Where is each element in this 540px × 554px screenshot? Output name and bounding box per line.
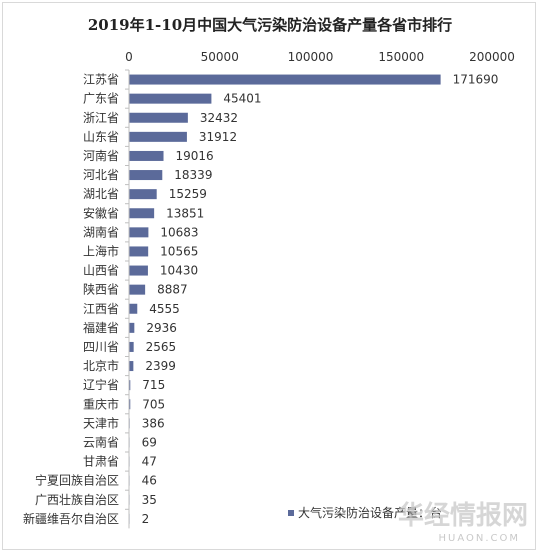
bar [129,227,149,238]
bar [129,361,134,372]
category-label: 福建省 [83,320,119,335]
x-tick-label: 200000 [469,50,515,64]
bar [129,265,148,276]
chart-title: 2019年1-10月中国大气污染防治设备产量各省市排行 [88,16,452,34]
data-label: 2 [142,512,150,526]
category-label: 辽宁省 [83,377,119,392]
category-label: 天津市 [83,415,119,430]
bar [129,246,149,257]
bar [129,208,155,219]
category-label: 河南省 [83,148,119,163]
legend: 大气污染防治设备产量：台 [288,505,442,520]
x-axis-ticks: 0 50000 100000 150000 200000 [125,50,515,64]
data-label: 8887 [157,283,188,297]
bar [129,303,138,314]
data-label: 10430 [160,264,198,278]
bar [129,93,212,104]
data-label: 45401 [223,92,261,106]
category-label: 云南省 [83,434,119,449]
data-label: 171690 [453,73,499,87]
data-label: 35 [142,493,157,507]
data-label: 10683 [160,225,198,239]
data-label: 32432 [200,111,238,125]
category-label: 广西壮族自治区 [35,493,119,507]
category-label: 安徽省 [83,205,119,220]
bar [129,380,131,391]
category-label: 广东省 [83,92,119,106]
x-tick-label: 0 [125,50,133,64]
data-label: 705 [142,397,165,411]
bar [129,170,163,181]
category-label: 陕西省 [83,282,119,297]
bar [129,322,135,333]
legend-label: 大气污染防治设备产量：台 [298,505,442,520]
category-label: 四川省 [83,340,119,354]
category-label: 湖北省 [83,186,119,201]
category-label: 新疆维吾尔自治区 [23,511,119,526]
category-label: 山东省 [83,130,119,144]
category-label: 北京市 [83,358,119,373]
bar [129,189,157,200]
data-label: 46 [142,474,157,488]
data-label: 47 [142,455,157,469]
data-label: 15259 [169,187,207,201]
bar [129,399,131,410]
data-label: 13851 [166,206,204,220]
value-labels: 171690 45401 32432 31912 19016 18339 15259 1385… [142,73,499,526]
data-label: 31912 [199,130,237,144]
category-label: 宁夏回族自治区 [35,473,119,488]
category-label: 浙江省 [83,111,119,125]
data-label: 2565 [146,340,177,354]
x-tick-label: 50000 [201,50,239,64]
data-label: 2936 [146,321,177,335]
category-label: 重庆市 [83,396,119,411]
data-label: 18339 [174,168,212,182]
category-label: 上海市 [83,243,119,258]
data-label: 10565 [160,244,198,258]
category-label: 河北省 [83,168,119,182]
data-label: 386 [142,416,165,430]
bar [129,112,188,123]
bar [129,341,134,352]
bar [129,74,441,85]
data-label: 715 [142,378,165,392]
bar [129,150,164,161]
watermark: 华经情报网 HUAON.COM [398,500,528,544]
data-label: 4555 [149,302,180,316]
legend-swatch [288,510,294,516]
category-label: 江西省 [83,302,119,316]
category-label: 甘肃省 [83,455,119,469]
category-label: 山西省 [83,264,119,278]
data-label: 19016 [176,149,214,163]
watermark-url: HUAON.COM [438,533,520,544]
bar [129,284,146,295]
data-label: 69 [142,435,157,449]
data-label: 2399 [145,359,176,373]
bars [129,74,441,524]
category-label: 湖南省 [83,224,119,239]
category-label: 江苏省 [83,73,119,87]
x-tick-label: 100000 [288,50,334,64]
bar [129,131,187,142]
category-labels: 江苏省广东省浙江省山东省河南省河北省湖北省安徽省湖南省上海市山西省陕西省江西省福… [23,69,129,526]
watermark-text: 华经情报网 [398,500,528,531]
x-tick-label: 150000 [378,50,424,64]
chart-frame [2,2,536,550]
